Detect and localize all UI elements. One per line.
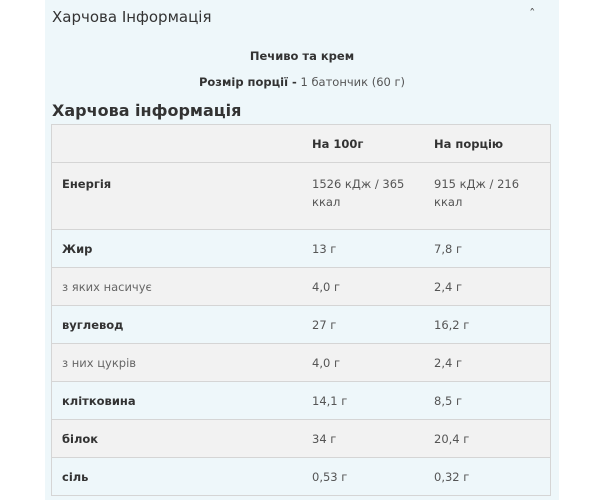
serving-value: 1 батончик (60 г) — [300, 75, 406, 89]
nutrient-label: вуглевод — [51, 305, 302, 344]
table-heading: Харчова інформація — [52, 101, 242, 120]
nutrient-label: сіль — [51, 457, 302, 496]
per-100g-value: 4,0 г — [302, 343, 424, 382]
nutrient-label: Жир — [51, 229, 302, 268]
table-row: Енергія 1526 кДж / 365 ккал 915 кДж / 216 … — [51, 162, 551, 230]
per-serving-value: 2,4 г — [424, 267, 551, 306]
nutrient-label: клітковина — [51, 381, 302, 420]
per-100g-value: 14,1 г — [302, 381, 424, 420]
nutrient-label: Енергія — [51, 162, 302, 230]
nutrient-label: з них цукрів — [51, 343, 302, 382]
serving-size: Розмір порції - 1 батончик (60 г) — [45, 75, 559, 89]
chevron-up-icon[interactable]: ˆ — [529, 8, 536, 23]
per-serving-value: 8,5 г — [424, 381, 551, 420]
column-header: На порцію — [424, 124, 551, 163]
table-row: клітковина 14,1 г 8,5 г — [51, 381, 551, 420]
product-flavor: Печиво та крем — [249, 49, 355, 63]
per-100g-value: 4,0 г — [302, 267, 424, 306]
per-serving-value: 20,4 г — [424, 419, 551, 458]
per-serving-value: 7,8 г — [424, 229, 551, 268]
column-header — [51, 124, 302, 163]
per-serving-value: 0,32 г — [424, 457, 551, 496]
per-100g-value: 34 г — [302, 419, 424, 458]
nutrition-table: На 100г На порцію Енергія 1526 кДж / 365 … — [51, 124, 551, 496]
per-100g-value: 0,53 г — [302, 457, 424, 496]
table-row: з яких насичує 4,0 г 2,4 г — [51, 267, 551, 306]
section-title[interactable]: Харчова Інформація — [52, 8, 212, 26]
table-row: Жир 13 г 7,8 г — [51, 229, 551, 268]
nutrient-label: з яких насичує — [51, 267, 302, 306]
per-serving-value: 915 кДж / 216 ккал — [424, 162, 551, 230]
table-row: білок 34 г 20,4 г — [51, 419, 551, 458]
per-100g-value: 13 г — [302, 229, 424, 268]
per-100g-value: 27 г — [302, 305, 424, 344]
per-100g-value: 1526 кДж / 365 ккал — [302, 162, 424, 230]
per-serving-value: 2,4 г — [424, 343, 551, 382]
column-header: На 100г — [302, 124, 424, 163]
per-serving-value: 16,2 г — [424, 305, 551, 344]
nutrient-label: білок — [51, 419, 302, 458]
serving-label: Розмір порції - — [198, 75, 297, 89]
table-row: з них цукрів 4,0 г 2,4 г — [51, 343, 551, 382]
table-row: вуглевод 27 г 16,2 г — [51, 305, 551, 344]
table-header-row: На 100г На порцію — [51, 124, 551, 163]
table-row: сіль 0,53 г 0,32 г — [51, 457, 551, 496]
